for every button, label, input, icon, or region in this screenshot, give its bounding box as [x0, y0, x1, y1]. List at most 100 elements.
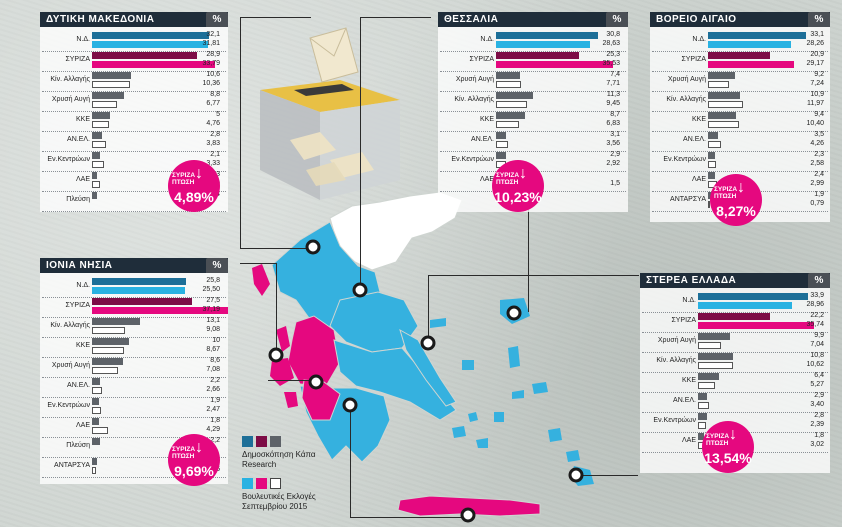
bar-election-2015 [92, 347, 124, 354]
syriza-drop-badge: ΣΥΡΙΖΑ ΠΤΩΣΗ ↓ 9,69% [168, 434, 220, 486]
row-divider [42, 171, 226, 172]
bar-poll [92, 458, 98, 465]
category-label: Ν.Δ. [76, 36, 90, 43]
value-label: 27,5 [206, 297, 220, 304]
percent-badge: % [206, 12, 228, 27]
map-kefalonia [270, 358, 294, 386]
bar-election-2015 [698, 302, 793, 309]
row-divider [42, 437, 226, 438]
category-label: ΑΝ.ΕΛ. [673, 397, 696, 404]
value-label: 6,4 [814, 372, 824, 379]
bar-poll [92, 192, 98, 199]
value-label: 1,8 [210, 417, 220, 424]
bar-election-2015 [708, 201, 711, 208]
row-divider [42, 397, 226, 398]
row-divider [652, 111, 828, 112]
value-label: 35,74 [806, 321, 824, 328]
row-divider [642, 312, 828, 313]
category-label: ΣΥΡΙΖΑ [469, 56, 494, 63]
category-label: Εν.Κεντρώων [47, 402, 90, 409]
connector-rhodes [576, 475, 638, 476]
category-label: ΣΥΡΙΖΑ [671, 317, 696, 324]
bar-election-2015 [496, 141, 508, 148]
category-label: Ν.Δ. [682, 297, 696, 304]
map-zakynthos [284, 392, 298, 408]
connector-sterea [428, 275, 639, 344]
value-label: 30,8 [606, 31, 620, 38]
bar-poll [92, 172, 97, 179]
row-divider [42, 337, 226, 338]
bar-poll [92, 278, 187, 285]
value-label: 11,3 [606, 91, 620, 98]
drop-label: ΣΥΡΙΖΑ ΠΤΩΣΗ [714, 186, 738, 200]
value-label: 2,9 [610, 151, 620, 158]
category-label: ΛΑΕ [691, 176, 706, 183]
map-peloponnese-west [301, 379, 341, 421]
down-arrow-icon: ↓ [729, 426, 737, 443]
bar-poll [708, 52, 770, 59]
bar-poll [708, 152, 715, 159]
bar-election-2015 [92, 407, 101, 414]
legend-swatch-other-poll [270, 436, 281, 447]
row-divider [42, 457, 226, 458]
row-divider [642, 392, 828, 393]
value-label: 10,6 [206, 71, 220, 78]
value-label: 28,9 [206, 51, 220, 58]
value-label: 10,36 [202, 80, 220, 87]
bar-election-2015 [92, 181, 101, 188]
bar-poll [496, 112, 525, 119]
map-samos [532, 382, 548, 394]
category-label: ΛΑΕ [681, 437, 696, 444]
map-dodecanese-b [566, 450, 580, 462]
row-divider [42, 297, 226, 298]
bar-poll [92, 132, 103, 139]
percent-badge: % [606, 12, 628, 27]
value-label: 1,8 [814, 432, 824, 439]
value-label: 9,45 [606, 100, 620, 107]
category-label: Ν.Δ. [692, 36, 706, 43]
bar-poll [92, 52, 198, 59]
legend-swatch-syriza-poll [256, 436, 267, 447]
syriza-drop-badge: ΣΥΡΙΖΑ ΠΤΩΣΗ ↓ 4,89% [168, 160, 220, 212]
legend-election-label: Βουλευτικές Εκλογές Σεπτεμβρίου 2015 [242, 492, 316, 511]
value-label: 5 [216, 111, 220, 118]
bar-poll [708, 92, 741, 99]
connector-thessalia [360, 17, 431, 290]
map-skyros [462, 360, 474, 370]
value-label: 2,8 [210, 131, 220, 138]
panel-title: ΘΕΣΣΑΛΙΑ [438, 12, 628, 27]
value-label: 10 [212, 337, 220, 344]
percent-badge: % [808, 273, 830, 288]
category-label: ΛΑΕ [75, 176, 90, 183]
bar-poll [496, 32, 598, 39]
map-sterea [333, 339, 457, 421]
bar-poll [708, 72, 736, 79]
bar-poll [92, 72, 131, 79]
row-divider [42, 357, 226, 358]
drop-label: ΣΥΡΙΖΑ ΠΤΩΣΗ [706, 433, 730, 447]
value-label: 3,1 [610, 131, 620, 138]
bar-election-2015 [92, 467, 96, 474]
bar-election-2015 [708, 161, 716, 168]
bar-election-2015 [708, 101, 744, 108]
bar-poll [698, 333, 731, 340]
category-label: ΣΥΡΙΖΑ [65, 56, 90, 63]
bar-election-2015 [92, 427, 108, 434]
connector-crete [350, 405, 469, 518]
connector-dyt-makedonia [240, 17, 311, 249]
row-divider [42, 111, 226, 112]
bar-election-2015 [496, 101, 528, 108]
category-label: ΑΝ.ΕΛ. [67, 136, 90, 143]
category-label: ΛΑΕ [479, 176, 494, 183]
bar-poll [698, 293, 809, 300]
bar-election-2015 [698, 402, 710, 409]
syriza-drop-badge: ΣΥΡΙΖΑ ΠΤΩΣΗ ↓ 13,54% [702, 421, 754, 473]
value-label: 7,04 [810, 341, 824, 348]
panel-title: ΣΤΕΡΕΑ ΕΛΛΑΔΑ [640, 273, 830, 288]
category-label: ΛΑΕ [75, 422, 90, 429]
map-rhodes [570, 466, 594, 486]
category-label: ΚΚΕ [681, 377, 696, 384]
category-label: Εν.Κεντρώων [47, 156, 90, 163]
bar-poll [698, 433, 704, 440]
syriza-drop-badge: ΣΥΡΙΖΑ ΠΤΩΣΗ ↓ 10,23% [492, 160, 544, 212]
